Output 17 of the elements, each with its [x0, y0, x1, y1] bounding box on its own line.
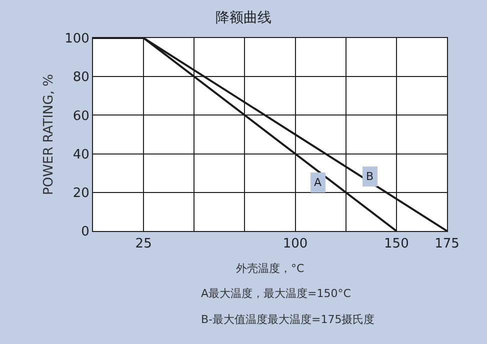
- chart-title: 降额曲线: [216, 10, 272, 26]
- y-tick-label: 80: [72, 70, 90, 86]
- y-tick-label: 40: [72, 147, 90, 162]
- y-tick-label: 0: [81, 224, 90, 240]
- text: B-最大值温度最大温度=175摄氏度: [201, 313, 375, 326]
- x-tick-label: 100: [282, 236, 308, 252]
- series-label: B: [366, 170, 374, 183]
- y-tick-label: 60: [72, 108, 90, 124]
- series-label: A: [314, 176, 322, 189]
- y-tick-label: 20: [72, 186, 90, 201]
- y-axis-title: POWER RATING, %: [42, 74, 57, 195]
- x-tick-label: 25: [135, 236, 152, 252]
- y-tick-label: 100: [64, 32, 90, 47]
- text: A最大温度，最大温度=150°C: [201, 287, 352, 300]
- x-tick-label: 175: [434, 236, 460, 252]
- x-axis-title: 外壳温度，°C: [236, 262, 304, 275]
- x-tick-label: 150: [384, 236, 409, 252]
